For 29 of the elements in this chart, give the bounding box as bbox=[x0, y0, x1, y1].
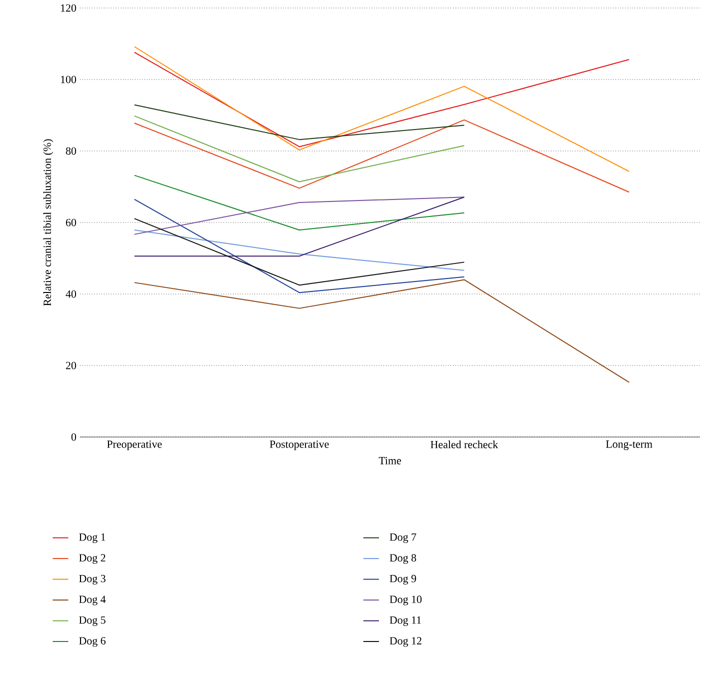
x-axis-title: Time bbox=[378, 456, 402, 464]
y-tick-label: 120 bbox=[61, 4, 76, 12]
y-tick-label: 60 bbox=[66, 218, 76, 226]
y-tick-label: 100 bbox=[61, 76, 76, 84]
line-series bbox=[134, 279, 630, 383]
y-tick-label: 80 bbox=[66, 147, 76, 155]
y-tick-label: 0 bbox=[71, 433, 76, 441]
legend-label: Dog 5 bbox=[79, 616, 106, 626]
line-series bbox=[134, 52, 630, 148]
legend-label: Dog 8 bbox=[390, 554, 416, 564]
x-tick-label: Preoperative bbox=[107, 440, 162, 450]
line-series bbox=[134, 46, 630, 172]
x-tick-label: Long-term bbox=[606, 440, 652, 450]
legend-label: Dog 10 bbox=[390, 596, 422, 606]
legend-label: Dog 1 bbox=[79, 533, 106, 544]
legend-label: Dog 3 bbox=[79, 574, 106, 585]
legend-label: Dog 9 bbox=[390, 574, 416, 585]
legend-label: Dog 6 bbox=[79, 637, 106, 647]
x-tick-label: Postoperative bbox=[270, 440, 329, 450]
y-tick-label: 20 bbox=[66, 362, 76, 370]
line-series bbox=[134, 119, 630, 193]
legend-label: Dog 12 bbox=[390, 637, 422, 647]
x-tick-label: Healed recheck bbox=[430, 440, 498, 448]
y-tick-label: 40 bbox=[66, 290, 76, 298]
legend-label: Dog 7 bbox=[390, 533, 416, 543]
legend-label: Dog 2 bbox=[79, 554, 106, 564]
y-axis-title: Relative cranial tibial subluxation (%) bbox=[43, 139, 54, 306]
legend-label: Dog 11 bbox=[390, 616, 421, 626]
legend-label: Dog 4 bbox=[79, 596, 106, 606]
